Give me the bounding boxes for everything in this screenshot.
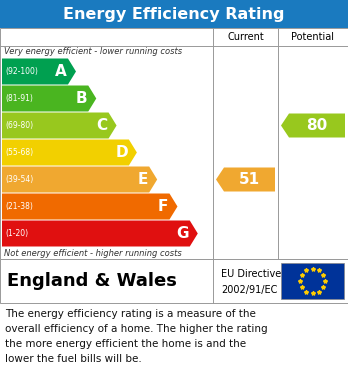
Text: (55-68): (55-68) <box>5 148 33 157</box>
Text: lower the fuel bills will be.: lower the fuel bills will be. <box>5 354 142 364</box>
Text: 2002/91/EC: 2002/91/EC <box>221 285 277 295</box>
Text: Not energy efficient - higher running costs: Not energy efficient - higher running co… <box>4 249 182 258</box>
Bar <box>0 0 348 28</box>
Text: Energy Efficiency Rating: Energy Efficiency Rating <box>63 7 285 22</box>
Text: F: F <box>158 199 168 214</box>
Text: E: E <box>138 172 148 187</box>
Polygon shape <box>2 221 198 246</box>
Text: 80: 80 <box>306 118 327 133</box>
Polygon shape <box>2 140 137 165</box>
Text: (1-20): (1-20) <box>5 229 28 238</box>
Text: D: D <box>115 145 128 160</box>
Text: England & Wales: England & Wales <box>7 272 177 290</box>
Bar <box>0 259 348 303</box>
Polygon shape <box>2 167 157 192</box>
Text: (21-38): (21-38) <box>5 202 33 211</box>
Polygon shape <box>281 113 345 138</box>
Text: Potential: Potential <box>292 32 334 42</box>
Text: B: B <box>76 91 87 106</box>
Text: overall efficiency of a home. The higher the rating: overall efficiency of a home. The higher… <box>5 324 268 334</box>
Polygon shape <box>2 113 117 138</box>
Text: the more energy efficient the home is and the: the more energy efficient the home is an… <box>5 339 246 349</box>
Polygon shape <box>2 59 76 84</box>
Text: (39-54): (39-54) <box>5 175 33 184</box>
Bar <box>281 263 344 299</box>
Text: A: A <box>55 64 67 79</box>
Text: C: C <box>96 118 108 133</box>
Text: (92-100): (92-100) <box>5 67 38 76</box>
Bar <box>0 28 348 259</box>
Text: Very energy efficient - lower running costs: Very energy efficient - lower running co… <box>4 47 182 57</box>
Text: 51: 51 <box>239 172 260 187</box>
Text: (69-80): (69-80) <box>5 121 33 130</box>
Text: EU Directive: EU Directive <box>221 269 281 280</box>
Text: G: G <box>176 226 189 241</box>
Polygon shape <box>216 167 275 192</box>
Text: Current: Current <box>227 32 264 42</box>
Polygon shape <box>2 86 96 111</box>
Polygon shape <box>2 194 177 219</box>
Text: (81-91): (81-91) <box>5 94 33 103</box>
Text: The energy efficiency rating is a measure of the: The energy efficiency rating is a measur… <box>5 309 256 319</box>
